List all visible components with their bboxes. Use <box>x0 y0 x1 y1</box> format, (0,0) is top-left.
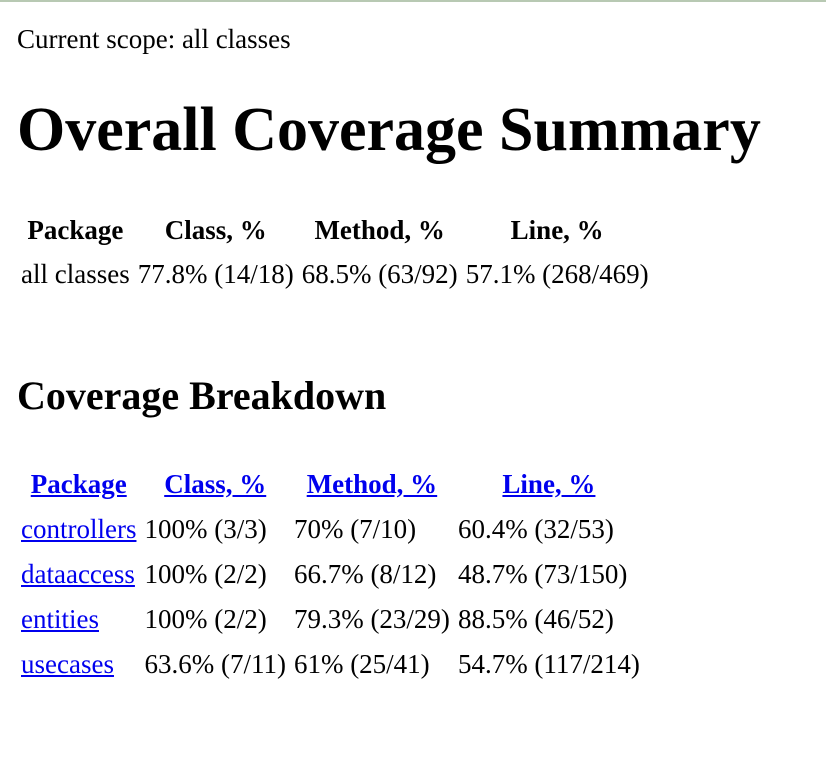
breakdown-header-method: Method, % <box>290 462 454 507</box>
table-row: dataaccess 100% (2/2) 66.7% (8/12) 48.7%… <box>17 552 644 597</box>
breakdown-header-line: Line, % <box>454 462 644 507</box>
method-cell: 79.3% (23/29) <box>293 604 450 634</box>
summary-class-cell: 77.8% (14/18) <box>137 259 294 289</box>
breakdown-table: Package Class, % Method, % Line, % contr… <box>17 462 644 687</box>
class-cell: 63.6% (7/11) <box>144 649 286 679</box>
page-title: Overall Coverage Summary <box>17 96 761 164</box>
breakdown-header-class: Class, % <box>140 462 289 507</box>
line-cell: 48.7% (73/150) <box>457 559 628 589</box>
summary-header-row: Package Class, % Method, % Line, % <box>17 208 653 252</box>
line-cell: 60.4% (32/53) <box>457 514 614 544</box>
package-link-dataaccess[interactable]: dataaccess <box>21 559 135 589</box>
class-cell: 100% (3/3) <box>144 514 267 544</box>
package-cell: controllers <box>17 507 140 552</box>
package-cell: entities <box>17 597 140 642</box>
sort-by-line-link[interactable]: Line, % <box>502 469 596 499</box>
current-scope-text: Current scope: all classes <box>17 24 291 54</box>
sort-by-package-link[interactable]: Package <box>30 469 127 499</box>
breakdown-header-package: Package <box>17 462 140 507</box>
package-cell: usecases <box>17 642 140 687</box>
class-cell: 100% (2/2) <box>144 559 267 589</box>
summary-header-package: Package <box>27 215 124 245</box>
class-cell: 100% (2/2) <box>144 604 267 634</box>
table-row: controllers 100% (3/3) 70% (7/10) 60.4% … <box>17 507 644 552</box>
summary-table: Package Class, % Method, % Line, % all c… <box>17 208 653 296</box>
summary-package-cell: all classes <box>21 259 130 289</box>
sort-by-method-link[interactable]: Method, % <box>306 469 438 499</box>
report-content: Current scope: all classes Overall Cover… <box>17 22 817 687</box>
breakdown-title: Coverage Breakdown <box>17 373 387 418</box>
table-row: usecases 63.6% (7/11) 61% (25/41) 54.7% … <box>17 642 644 687</box>
summary-line-cell: 57.1% (268/469) <box>465 259 649 289</box>
summary-header-method: Method, % <box>314 215 445 245</box>
window-top-border <box>0 0 826 2</box>
breakdown-header-row: Package Class, % Method, % Line, % <box>17 462 644 507</box>
summary-header-class: Class, % <box>164 215 267 245</box>
method-cell: 61% (25/41) <box>293 649 430 679</box>
summary-header-line: Line, % <box>510 215 604 245</box>
sort-by-class-link[interactable]: Class, % <box>164 469 267 499</box>
package-link-usecases[interactable]: usecases <box>21 649 114 679</box>
table-row: entities 100% (2/2) 79.3% (23/29) 88.5% … <box>17 597 644 642</box>
line-cell: 88.5% (46/52) <box>457 604 614 634</box>
summary-method-cell: 68.5% (63/92) <box>301 259 458 289</box>
method-cell: 70% (7/10) <box>293 514 417 544</box>
package-link-controllers[interactable]: controllers <box>21 514 137 544</box>
package-cell: dataaccess <box>17 552 140 597</box>
package-link-entities[interactable]: entities <box>21 604 99 634</box>
method-cell: 66.7% (8/12) <box>293 559 437 589</box>
line-cell: 54.7% (117/214) <box>457 649 640 679</box>
summary-row: all classes 77.8% (14/18) 68.5% (63/92) … <box>17 252 653 296</box>
